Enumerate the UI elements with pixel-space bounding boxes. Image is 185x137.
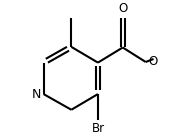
Text: N: N [32, 88, 41, 101]
Text: Br: Br [91, 122, 105, 135]
Text: O: O [119, 2, 128, 15]
Text: O: O [149, 55, 158, 68]
